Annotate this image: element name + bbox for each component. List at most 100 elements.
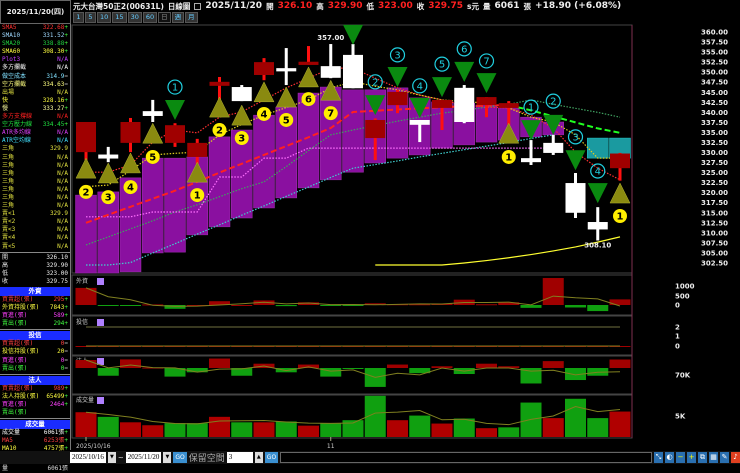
- row-value: N/A: [57, 169, 68, 177]
- timeframe-button[interactable]: 30: [127, 12, 142, 23]
- panel-title: 成交量: [76, 396, 94, 404]
- panel-bar: [387, 420, 408, 437]
- go-button[interactable]: GO: [173, 452, 187, 463]
- row-value: N/A: [57, 113, 68, 121]
- sequence-badge: [145, 149, 160, 164]
- panel-tick-label: 1: [675, 333, 680, 341]
- row-value: N/A: [57, 177, 68, 185]
- reserve-go-button[interactable]: GO: [264, 452, 279, 463]
- candlestick[interactable]: [320, 44, 341, 79]
- candlestick[interactable]: [476, 97, 497, 118]
- y-tick-label: 317.50: [701, 199, 728, 207]
- timeframe-button[interactable]: 10: [97, 12, 112, 23]
- cursor-icon[interactable]: ◐: [665, 452, 674, 463]
- candlestick[interactable]: [409, 119, 430, 143]
- candlestick[interactable]: [120, 117, 141, 153]
- panel-settings-icon[interactable]: [97, 397, 104, 404]
- sequence-badge: [212, 123, 227, 138]
- panel-bar: [387, 364, 408, 368]
- reserve-spinner[interactable]: ▲: [254, 452, 263, 463]
- candlestick[interactable]: [276, 48, 297, 86]
- sequence-number: 5: [439, 60, 445, 71]
- y-tick-label: 347.50: [701, 79, 728, 87]
- candlestick[interactable]: [343, 44, 363, 89]
- row-value: 0=: [60, 356, 68, 364]
- candlestick[interactable]: [142, 99, 163, 122]
- candlestick[interactable]: [187, 138, 208, 165]
- candlestick[interactable]: [365, 118, 386, 161]
- row-value: 328.16+: [42, 96, 68, 104]
- timeframe-button[interactable]: 日: [158, 12, 171, 23]
- panel-bar: [120, 359, 141, 368]
- panel-bar: [431, 423, 453, 437]
- row-label: 投信持股(張): [2, 348, 40, 356]
- y-tick-label: 302.50: [701, 260, 728, 268]
- panel-bar: [97, 416, 119, 437]
- candlestick[interactable]: [498, 101, 519, 126]
- candlestick[interactable]: [76, 121, 96, 161]
- candle-body: [165, 125, 185, 143]
- candlestick[interactable]: [98, 146, 119, 163]
- from-date-input[interactable]: 2025/10/16: [70, 452, 106, 463]
- panel-settings-icon[interactable]: [97, 278, 104, 285]
- timeframe-button[interactable]: 月: [185, 12, 198, 23]
- candle-body: [142, 111, 163, 116]
- candlestick[interactable]: [432, 99, 452, 131]
- grid-icon[interactable]: ▦: [709, 452, 718, 463]
- panel-bar: [164, 368, 186, 377]
- panel-settings-icon[interactable]: [97, 358, 104, 365]
- row-label: 賣<5: [2, 242, 16, 250]
- candlestick[interactable]: [565, 173, 586, 219]
- alert-bell-icon[interactable]: ♪: [731, 452, 740, 463]
- candle-body: [432, 99, 452, 108]
- draw-icon[interactable]: ✎: [720, 452, 729, 463]
- zoom-out-icon[interactable]: −: [676, 452, 685, 463]
- reserve-input[interactable]: 3: [226, 452, 253, 463]
- timeframe-button[interactable]: 60: [142, 12, 158, 23]
- row-value: 329.9: [49, 210, 68, 218]
- expand-icon[interactable]: ⧉: [698, 452, 707, 463]
- candlestick[interactable]: [543, 134, 564, 155]
- zoom-in-icon[interactable]: +: [687, 452, 696, 463]
- panel-bar: [75, 412, 97, 437]
- panel-settings-icon[interactable]: [97, 319, 104, 326]
- sequence-badge: [257, 106, 271, 121]
- indicator-row: 空方攔截 334.63=: [0, 81, 70, 89]
- calendar-icon[interactable]: [194, 2, 202, 10]
- indicator-row: 賣<1 329.9: [0, 210, 70, 218]
- to-date-input[interactable]: 2025/11/20: [125, 452, 162, 463]
- sequence-badge: [190, 188, 205, 203]
- sell-triangle-icon: [454, 61, 475, 82]
- indicator-row: 賣<3 N/A: [0, 226, 70, 234]
- chart-type: 日線圖: [167, 1, 191, 11]
- row-value: 333.27+: [42, 104, 68, 112]
- candlestick[interactable]: [231, 85, 252, 102]
- to-date-dropdown[interactable]: ▼: [163, 452, 172, 463]
- timeframe-button[interactable]: 1: [73, 12, 84, 23]
- candlestick[interactable]: [387, 89, 408, 114]
- from-date-dropdown[interactable]: ▼: [107, 452, 116, 463]
- candlestick[interactable]: [587, 207, 608, 241]
- chart-scrollbar[interactable]: [280, 452, 652, 463]
- indicator-row: 三角 N/A: [0, 186, 70, 194]
- divider: [0, 251, 70, 253]
- timeframe-button[interactable]: 5: [85, 12, 96, 23]
- volume-unit: 張: [523, 1, 532, 11]
- timeframe-button[interactable]: 週: [171, 12, 185, 23]
- zoom-fit-icon[interactable]: ⤡: [654, 452, 663, 463]
- row-value: 6253張+: [43, 437, 68, 445]
- row-label: 買進(張): [2, 400, 28, 408]
- candlestick[interactable]: [298, 46, 319, 65]
- candlestick[interactable]: [610, 152, 630, 181]
- indicator-row: SMA10 331.52+: [0, 32, 70, 40]
- candlestick[interactable]: [254, 58, 274, 81]
- panel-bar: [298, 302, 319, 305]
- reserve-label: 保留空間: [188, 453, 225, 463]
- timeframe-button[interactable]: 15: [112, 12, 127, 23]
- indicator-row: ATR多均線 N/A: [0, 129, 70, 137]
- candlestick[interactable]: [165, 123, 185, 147]
- candlestick[interactable]: [521, 140, 541, 165]
- candlestick[interactable]: [454, 85, 475, 124]
- panel-bar: [231, 368, 253, 376]
